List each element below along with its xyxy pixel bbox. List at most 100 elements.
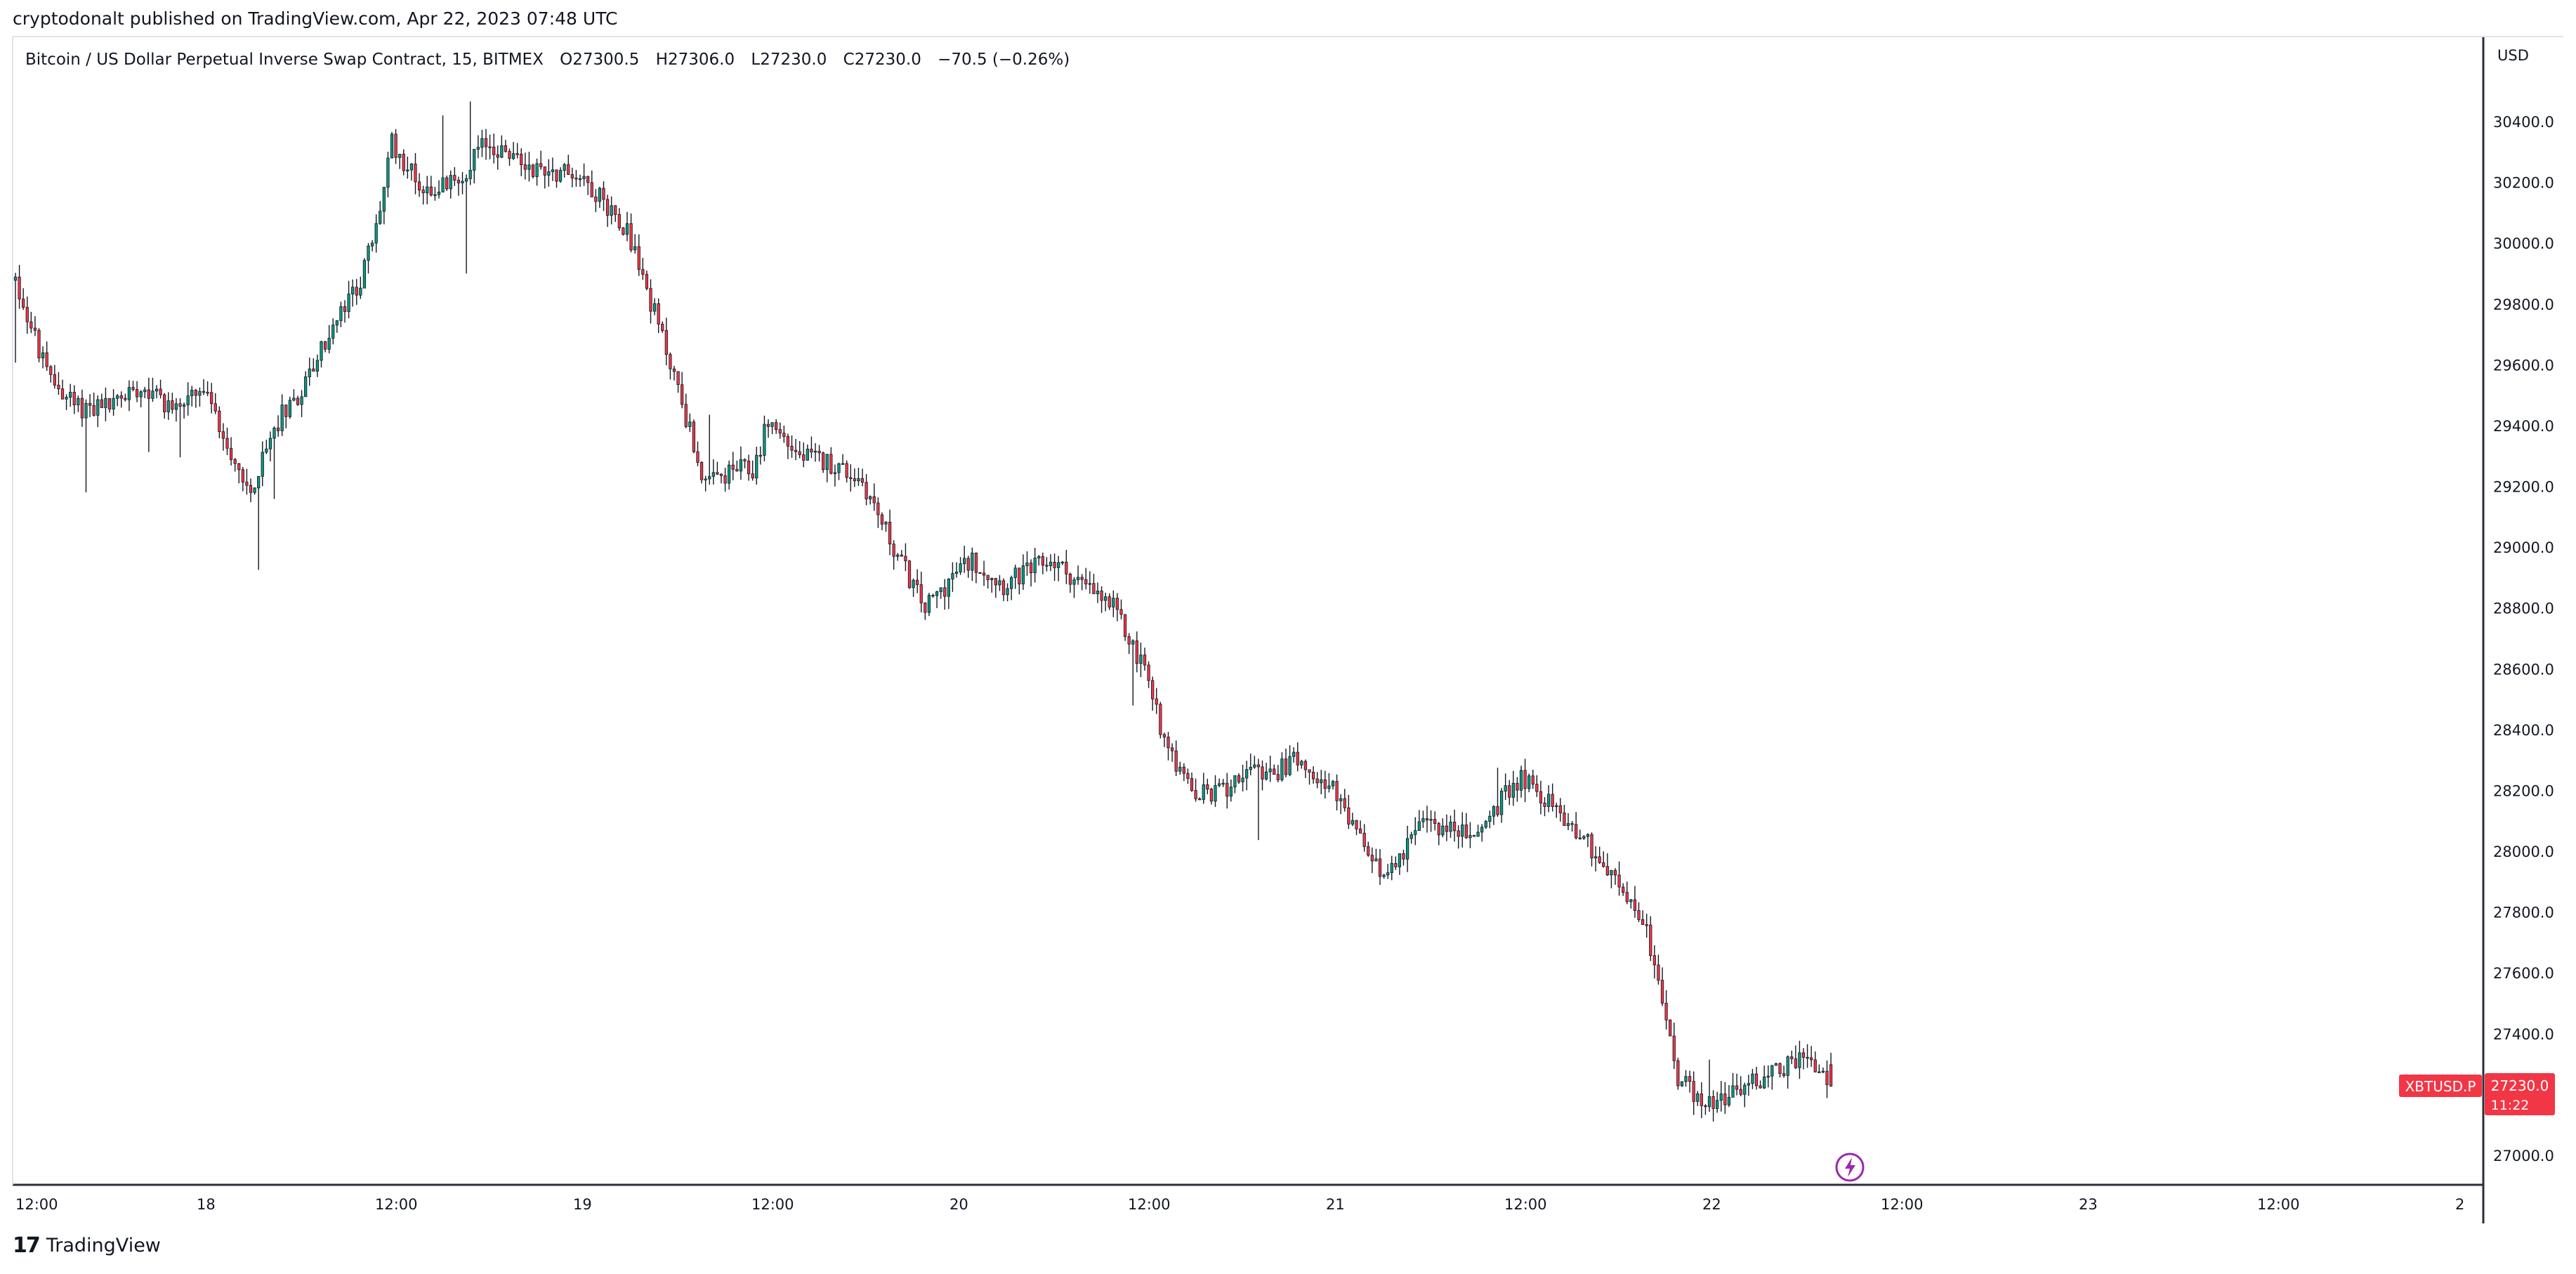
symbol-title[interactable]: Bitcoin / US Dollar Perpetual Inverse Sw… (25, 51, 544, 69)
candle-down (1108, 596, 1111, 608)
candle-up (1374, 858, 1378, 862)
candle-down (1810, 1057, 1813, 1060)
candle-down (131, 387, 135, 390)
candle-down (1625, 892, 1629, 902)
candle-down (107, 398, 112, 409)
symbol-legend[interactable]: Bitcoin / US Dollar Perpetual Inverse Sw… (25, 51, 1070, 69)
candle-down (163, 394, 166, 412)
candle-down (1676, 1060, 1680, 1086)
candle-down (1370, 855, 1374, 862)
candle-down (296, 398, 300, 405)
symbol-price-label-bg (2399, 1075, 2482, 1097)
candle-down (1452, 822, 1457, 832)
candle-down (323, 341, 327, 350)
candle-down (515, 153, 519, 155)
candle-up (190, 390, 194, 396)
candle-up (1214, 784, 1217, 802)
candle-down (719, 473, 723, 476)
candle-down (1523, 770, 1527, 789)
candle-up (1382, 874, 1386, 877)
candle-up (951, 573, 954, 579)
candle-up (1610, 869, 1613, 876)
candle-down (1100, 591, 1103, 601)
candle-down (1704, 1105, 1707, 1108)
candle-down (202, 390, 206, 393)
candle-up (1241, 777, 1244, 782)
candle-up (1504, 785, 1507, 792)
candle-up (174, 403, 178, 410)
candle-down (135, 389, 139, 398)
time-tick-label: 12:00 (375, 1196, 418, 1213)
candle-down (786, 436, 790, 447)
candle-down (778, 429, 782, 434)
candle-down (1001, 580, 1006, 596)
candle-up (813, 450, 817, 453)
candle-down (649, 288, 652, 312)
time-axis[interactable]: 12:00 18 12:00 19 12:00 20 12:00 21 12:00 22 12:00… (15, 1196, 2464, 1213)
candle-up (300, 396, 303, 405)
candle-down (723, 475, 727, 484)
candle-up (500, 145, 504, 158)
price-tick-label: 28000.0 (2493, 843, 2554, 860)
candle-up (1441, 825, 1445, 836)
candle-up (292, 398, 296, 401)
candle-up (288, 400, 291, 417)
candle-down (829, 454, 833, 474)
price-axis[interactable]: 30400.0 30200.0 30000.0 29800.0 29600.0 29400… (2493, 114, 2554, 1164)
candle-down (100, 399, 103, 408)
candle-down (210, 392, 213, 405)
candle-up (954, 572, 959, 574)
price-tick-label: 28800.0 (2493, 600, 2554, 617)
candle-down (218, 410, 221, 433)
candle-up (127, 387, 131, 400)
candle-down (1613, 869, 1617, 876)
candle-up (166, 400, 170, 412)
candle-down (171, 400, 174, 410)
candle-down (1516, 782, 1519, 791)
candle-down (29, 321, 33, 329)
candle-down (1276, 774, 1280, 780)
candle-up (390, 133, 394, 159)
candle-up (1268, 768, 1272, 773)
price-tick-label: 30200.0 (2493, 175, 2554, 192)
candle-up (1013, 567, 1017, 578)
candle-down (1794, 1058, 1797, 1068)
candle-up (480, 138, 484, 148)
candle-down (602, 188, 605, 200)
candle-up (426, 186, 429, 194)
candle-down (88, 402, 92, 406)
candle-up (65, 397, 68, 400)
lightning-icon[interactable] (1835, 1152, 1865, 1182)
candle-up (1629, 899, 1633, 902)
candle-down (669, 354, 672, 369)
candle-down (699, 461, 704, 480)
candle-down (1041, 556, 1044, 566)
candle-up (1386, 872, 1390, 876)
candle-up (1719, 1094, 1723, 1101)
candle-up (1280, 759, 1284, 780)
candle-down (570, 174, 574, 178)
candle-up (998, 580, 1001, 586)
candle-up (1096, 591, 1100, 594)
candle-up (1751, 1073, 1754, 1084)
candle-up (268, 438, 272, 449)
candle-down (1801, 1052, 1806, 1058)
candle-down (49, 366, 53, 375)
candle-up (151, 390, 155, 399)
candle-up (1821, 1070, 1825, 1073)
candle-down (1575, 824, 1578, 839)
candle-up (1546, 794, 1551, 807)
candle-up (763, 423, 766, 456)
candle-up (1774, 1063, 1778, 1066)
candle-down (1669, 1019, 1672, 1037)
candle-up (1104, 596, 1108, 601)
candle-up (1747, 1083, 1750, 1086)
candle-up (1696, 1094, 1700, 1102)
tradingview-brand[interactable]: 17 TradingView (13, 1233, 161, 1258)
candle-down (1308, 769, 1311, 773)
candle-down (574, 178, 578, 180)
candle-up (1480, 827, 1484, 833)
candle-down (743, 459, 747, 461)
candle-down (1782, 1073, 1786, 1076)
